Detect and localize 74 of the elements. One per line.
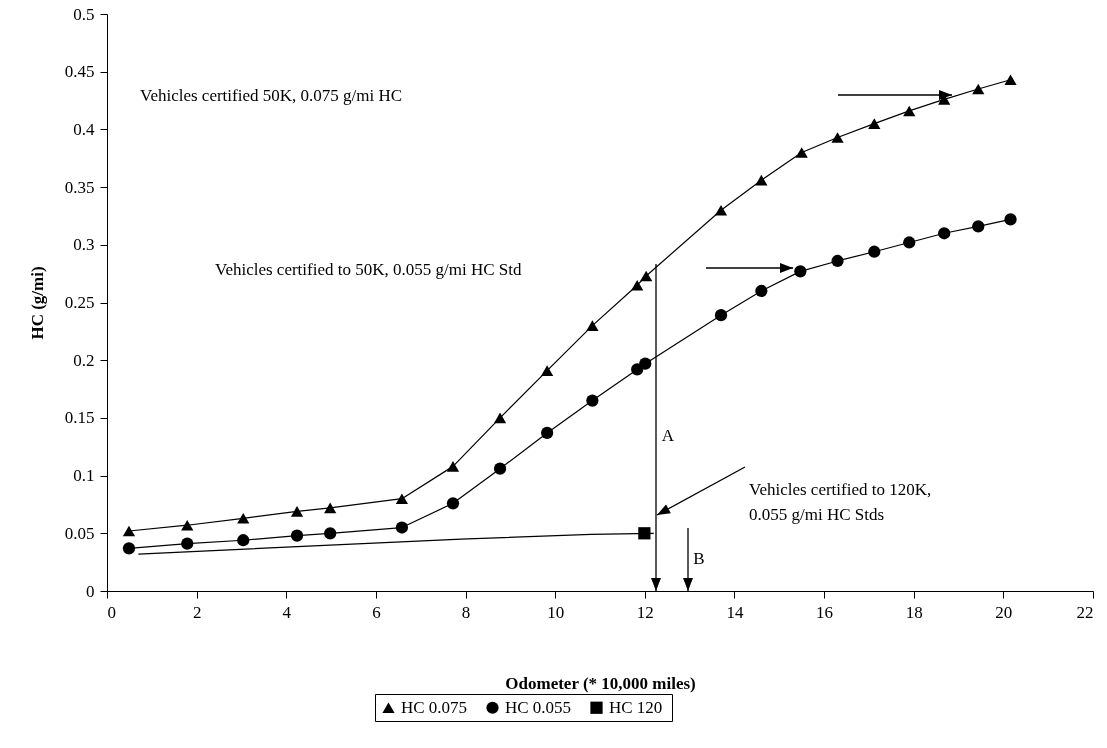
point xyxy=(324,502,337,514)
point xyxy=(122,542,136,555)
point xyxy=(237,534,250,547)
point xyxy=(903,105,916,117)
point xyxy=(324,527,337,540)
annotation: Vehicles certified to 120K, 0.055 g/mi HC Stds xyxy=(749,479,932,524)
x-tick-label: 10 xyxy=(547,602,565,622)
annotation: A xyxy=(661,425,675,445)
point xyxy=(714,309,728,322)
point xyxy=(237,513,250,524)
x-tick-label: 18 xyxy=(905,602,923,622)
point xyxy=(868,118,881,129)
x-tick-label: 16 xyxy=(816,602,834,622)
point xyxy=(122,525,136,537)
y-tick-label: 0.4 xyxy=(73,119,95,139)
x-tick-label: 22 xyxy=(1076,602,1094,622)
point xyxy=(1004,74,1017,86)
x-tick-label: 8 xyxy=(461,602,471,622)
annotation: B xyxy=(693,548,705,568)
x-axis-title: Odometer (* 10,000 miles) xyxy=(505,673,696,693)
point xyxy=(714,204,728,216)
point xyxy=(972,83,985,95)
point xyxy=(795,147,808,158)
point xyxy=(638,527,651,540)
point xyxy=(938,227,951,240)
y-tick-label: 0.05 xyxy=(64,523,95,543)
point xyxy=(540,426,554,440)
y-tick-label: 0.15 xyxy=(64,408,95,428)
point xyxy=(639,357,652,370)
annotation: Vehicles certified to 50K, 0.055 g/mi HC Std xyxy=(215,259,522,279)
y-tick-label: 0.1 xyxy=(73,466,95,486)
legend-label: HC 0.055 xyxy=(505,697,572,717)
legend-label: HC 120 xyxy=(609,697,663,717)
point xyxy=(631,279,644,291)
y-tick-label: 0.3 xyxy=(73,235,95,255)
x-tick-label: 0 xyxy=(107,602,116,622)
y-tick-label: 0 xyxy=(86,581,95,601)
y-tick-label: 0.45 xyxy=(64,62,95,82)
y-tick-label: 0.5 xyxy=(73,4,95,24)
point xyxy=(640,270,653,282)
point xyxy=(586,320,599,331)
point xyxy=(1004,213,1017,226)
point xyxy=(586,394,599,407)
y-tick-label: 0.25 xyxy=(64,293,95,312)
point xyxy=(395,521,409,534)
x-tick-label: 6 xyxy=(372,602,381,622)
x-tick-label: 4 xyxy=(282,602,292,622)
point xyxy=(395,493,409,504)
point xyxy=(493,462,507,475)
y-tick-label: 0.2 xyxy=(73,350,95,370)
legend-label: HC 0.075 xyxy=(401,697,468,717)
x-tick-label: 20 xyxy=(995,602,1013,622)
point xyxy=(446,497,460,510)
x-tick-label: 12 xyxy=(636,602,654,622)
point xyxy=(903,236,916,249)
point xyxy=(493,412,507,424)
point xyxy=(972,220,985,233)
point xyxy=(868,245,881,258)
y-tick-label: 0.35 xyxy=(64,177,95,197)
point xyxy=(540,365,554,376)
point xyxy=(755,284,768,298)
point xyxy=(755,174,768,186)
point xyxy=(181,519,194,531)
x-tick-label: 14 xyxy=(726,602,744,622)
point xyxy=(794,265,807,278)
x-tick-label: 2 xyxy=(192,602,202,622)
point xyxy=(831,254,844,268)
y-axis-title: HC (g/mi) xyxy=(27,266,47,340)
point xyxy=(446,461,460,472)
point xyxy=(290,506,304,517)
point xyxy=(290,529,304,542)
point xyxy=(181,537,194,550)
annotation: Vehicles certified 50K, 0.075 g/mi HC xyxy=(140,85,403,105)
point xyxy=(831,132,844,143)
